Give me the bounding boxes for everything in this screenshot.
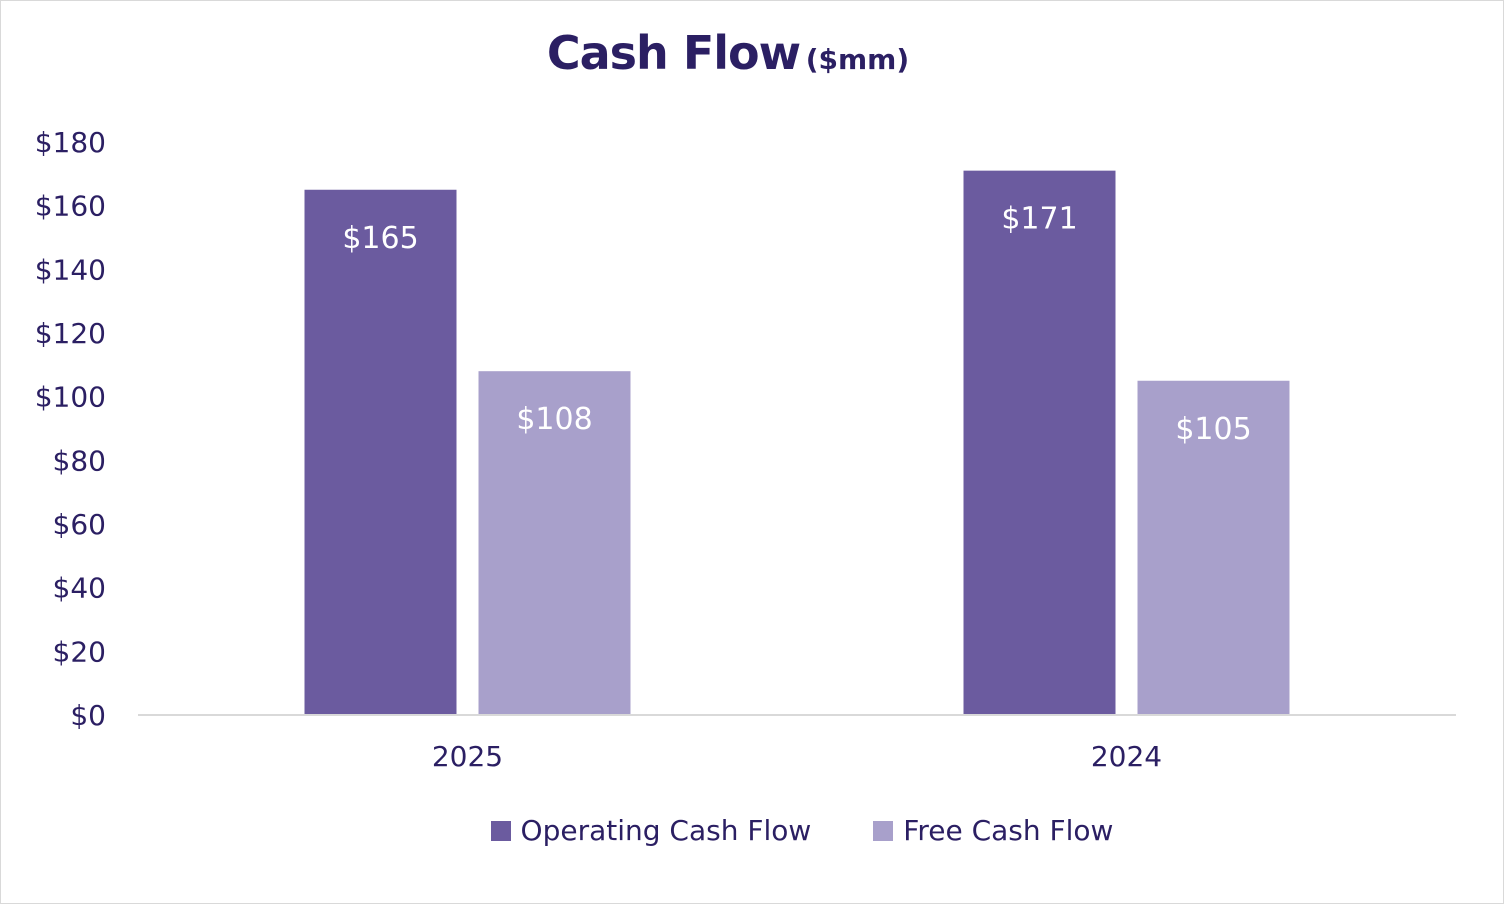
y-tick-label: $20 <box>53 635 106 668</box>
chart-title: Cash Flow ($mm) <box>0 26 1456 80</box>
y-tick-label: $140 <box>35 253 106 286</box>
bar-free-2025 <box>478 371 631 715</box>
legend-item-operating-cash-flow: Operating Cash Flow <box>490 814 812 847</box>
y-tick-label: $40 <box>53 572 106 605</box>
legend-swatch-free <box>873 820 894 841</box>
legend-swatch-operating <box>490 820 511 841</box>
data-label: $165 <box>342 221 418 256</box>
legend: Operating Cash Flow Free Cash Flow <box>0 814 1504 847</box>
bar-operating-2024 <box>963 170 1116 715</box>
bar-free-2024 <box>1137 380 1290 715</box>
y-tick-label: $0 <box>70 699 106 732</box>
y-tick-label: $60 <box>53 508 106 541</box>
data-label: $171 <box>1001 202 1077 237</box>
y-tick-label: $100 <box>35 381 106 414</box>
bar-operating-2025 <box>304 189 457 715</box>
chart-title-unit: ($mm) <box>805 43 910 76</box>
y-tick-label: $120 <box>35 317 106 350</box>
legend-label-free: Free Cash Flow <box>903 814 1114 847</box>
data-label: $108 <box>516 402 592 437</box>
y-tick-label: $160 <box>35 190 106 223</box>
legend-label-operating: Operating Cash Flow <box>520 814 812 847</box>
y-tick-label: $80 <box>53 444 106 477</box>
data-label: $105 <box>1175 412 1251 447</box>
y-tick-label: $180 <box>35 126 106 159</box>
x-tick-label: 2024 <box>1091 740 1162 773</box>
chart-title-main: Cash Flow <box>546 26 801 80</box>
legend-item-free-cash-flow: Free Cash Flow <box>873 814 1113 847</box>
x-tick-label: 2025 <box>432 740 503 773</box>
